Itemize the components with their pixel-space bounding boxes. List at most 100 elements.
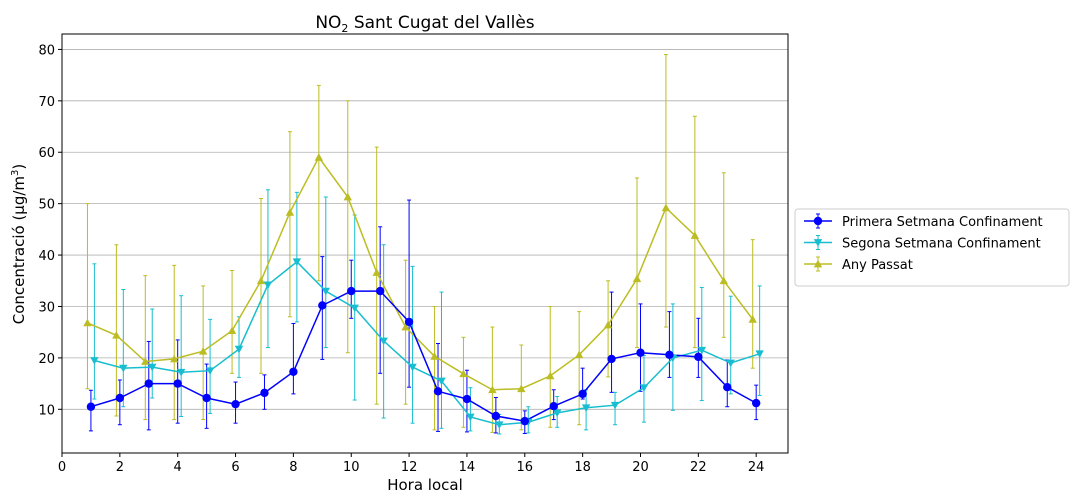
data-point (86, 402, 96, 411)
data-point (690, 231, 700, 239)
y-axis-label: Concentració (µg/m3) (10, 164, 28, 325)
data-point (90, 357, 99, 365)
data-point (632, 274, 642, 283)
y-tick-label: 60 (38, 146, 55, 161)
data-point (433, 387, 443, 396)
data-point (205, 367, 215, 375)
data-point (173, 379, 182, 388)
grid-lines (62, 49, 788, 410)
y-tick-label: 50 (38, 198, 55, 213)
y-tick-label: 10 (38, 403, 55, 418)
data-point (603, 320, 613, 329)
data-point (401, 322, 410, 331)
data-point (639, 384, 649, 392)
data-point (231, 399, 240, 409)
data-point (343, 192, 352, 201)
data-point (379, 337, 388, 346)
data-point (314, 153, 324, 161)
data-point (321, 287, 330, 296)
x-tick-label: 6 (231, 460, 239, 475)
data-point (723, 382, 732, 392)
data-point (661, 203, 671, 212)
y-tick-label: 20 (38, 352, 55, 367)
legend-frame (794, 208, 1070, 287)
data-point (694, 352, 703, 362)
data-point (347, 286, 356, 296)
data-point (144, 379, 153, 388)
legend-marker (813, 216, 823, 226)
data-point (170, 354, 179, 363)
x-tick-label: 10 (343, 460, 360, 475)
data-point (495, 421, 504, 429)
data-point (115, 393, 125, 403)
data-point (256, 276, 266, 285)
data-point (517, 384, 526, 393)
x-tick-label: 16 (517, 460, 534, 475)
legend: Primera Setmana Confinament Segona Setman… (794, 208, 1070, 287)
legend-label: Any Passat (842, 258, 913, 273)
data-point (119, 364, 128, 373)
legend-label: Segona Setmana Confinament (842, 237, 1041, 252)
data-point (234, 345, 244, 354)
data-point (697, 346, 707, 355)
data-point (176, 368, 186, 377)
data-point (227, 326, 237, 335)
data-point (372, 268, 381, 276)
x-tick-label: 8 (289, 460, 297, 475)
y-tick-label: 30 (38, 300, 55, 315)
data-point (636, 348, 645, 357)
data-point (285, 208, 295, 216)
data-point (318, 301, 327, 310)
x-tick-label: 2 (116, 460, 124, 475)
y-tick-label: 80 (38, 43, 55, 58)
data-point (404, 317, 414, 327)
data-point (289, 367, 298, 376)
data-point (112, 331, 121, 339)
x-axis-label: Hora local (387, 476, 463, 494)
data-point (574, 350, 584, 359)
data-point (83, 318, 92, 327)
data-point (552, 409, 562, 418)
x-tick-label: 22 (690, 460, 707, 475)
data-point (462, 394, 472, 404)
data-point (751, 398, 761, 408)
data-point (581, 404, 591, 412)
data-point (408, 363, 417, 372)
x-axis: 0 2 4 6 8 10 12 14 16 18 20 22 24 (58, 453, 765, 475)
data-point (488, 385, 497, 394)
data-point (755, 350, 764, 358)
data-point (726, 359, 735, 368)
series-line (90, 290, 757, 422)
x-tick-label: 24 (748, 460, 765, 475)
y-tick-label: 70 (38, 95, 55, 110)
data-point (292, 258, 302, 266)
data-point (665, 350, 674, 360)
x-tick-label: 20 (632, 460, 649, 475)
data-point (748, 315, 757, 323)
data-point (520, 416, 529, 426)
y-tick-label: 40 (38, 249, 55, 264)
legend-marker (813, 239, 823, 247)
legend-label: Primera Setmana Confinament (842, 215, 1043, 230)
data-point (375, 286, 385, 296)
data-point (491, 411, 501, 421)
data-point (141, 357, 150, 365)
data-point (350, 304, 359, 313)
legend-marker (813, 259, 823, 268)
x-tick-label: 18 (574, 460, 591, 475)
error-bars (85, 54, 762, 435)
data-point (607, 354, 616, 364)
plot-frame (61, 33, 789, 454)
data-point (148, 363, 157, 372)
series-lines (87, 155, 760, 426)
data-point (546, 371, 555, 380)
data-point (202, 393, 211, 403)
data-point (466, 413, 475, 422)
x-tick-label: 14 (459, 460, 476, 475)
series-line (87, 155, 754, 391)
data-point (459, 369, 468, 378)
series-markers (83, 153, 764, 429)
x-tick-label: 4 (174, 460, 182, 475)
x-tick-label: 12 (401, 460, 418, 475)
